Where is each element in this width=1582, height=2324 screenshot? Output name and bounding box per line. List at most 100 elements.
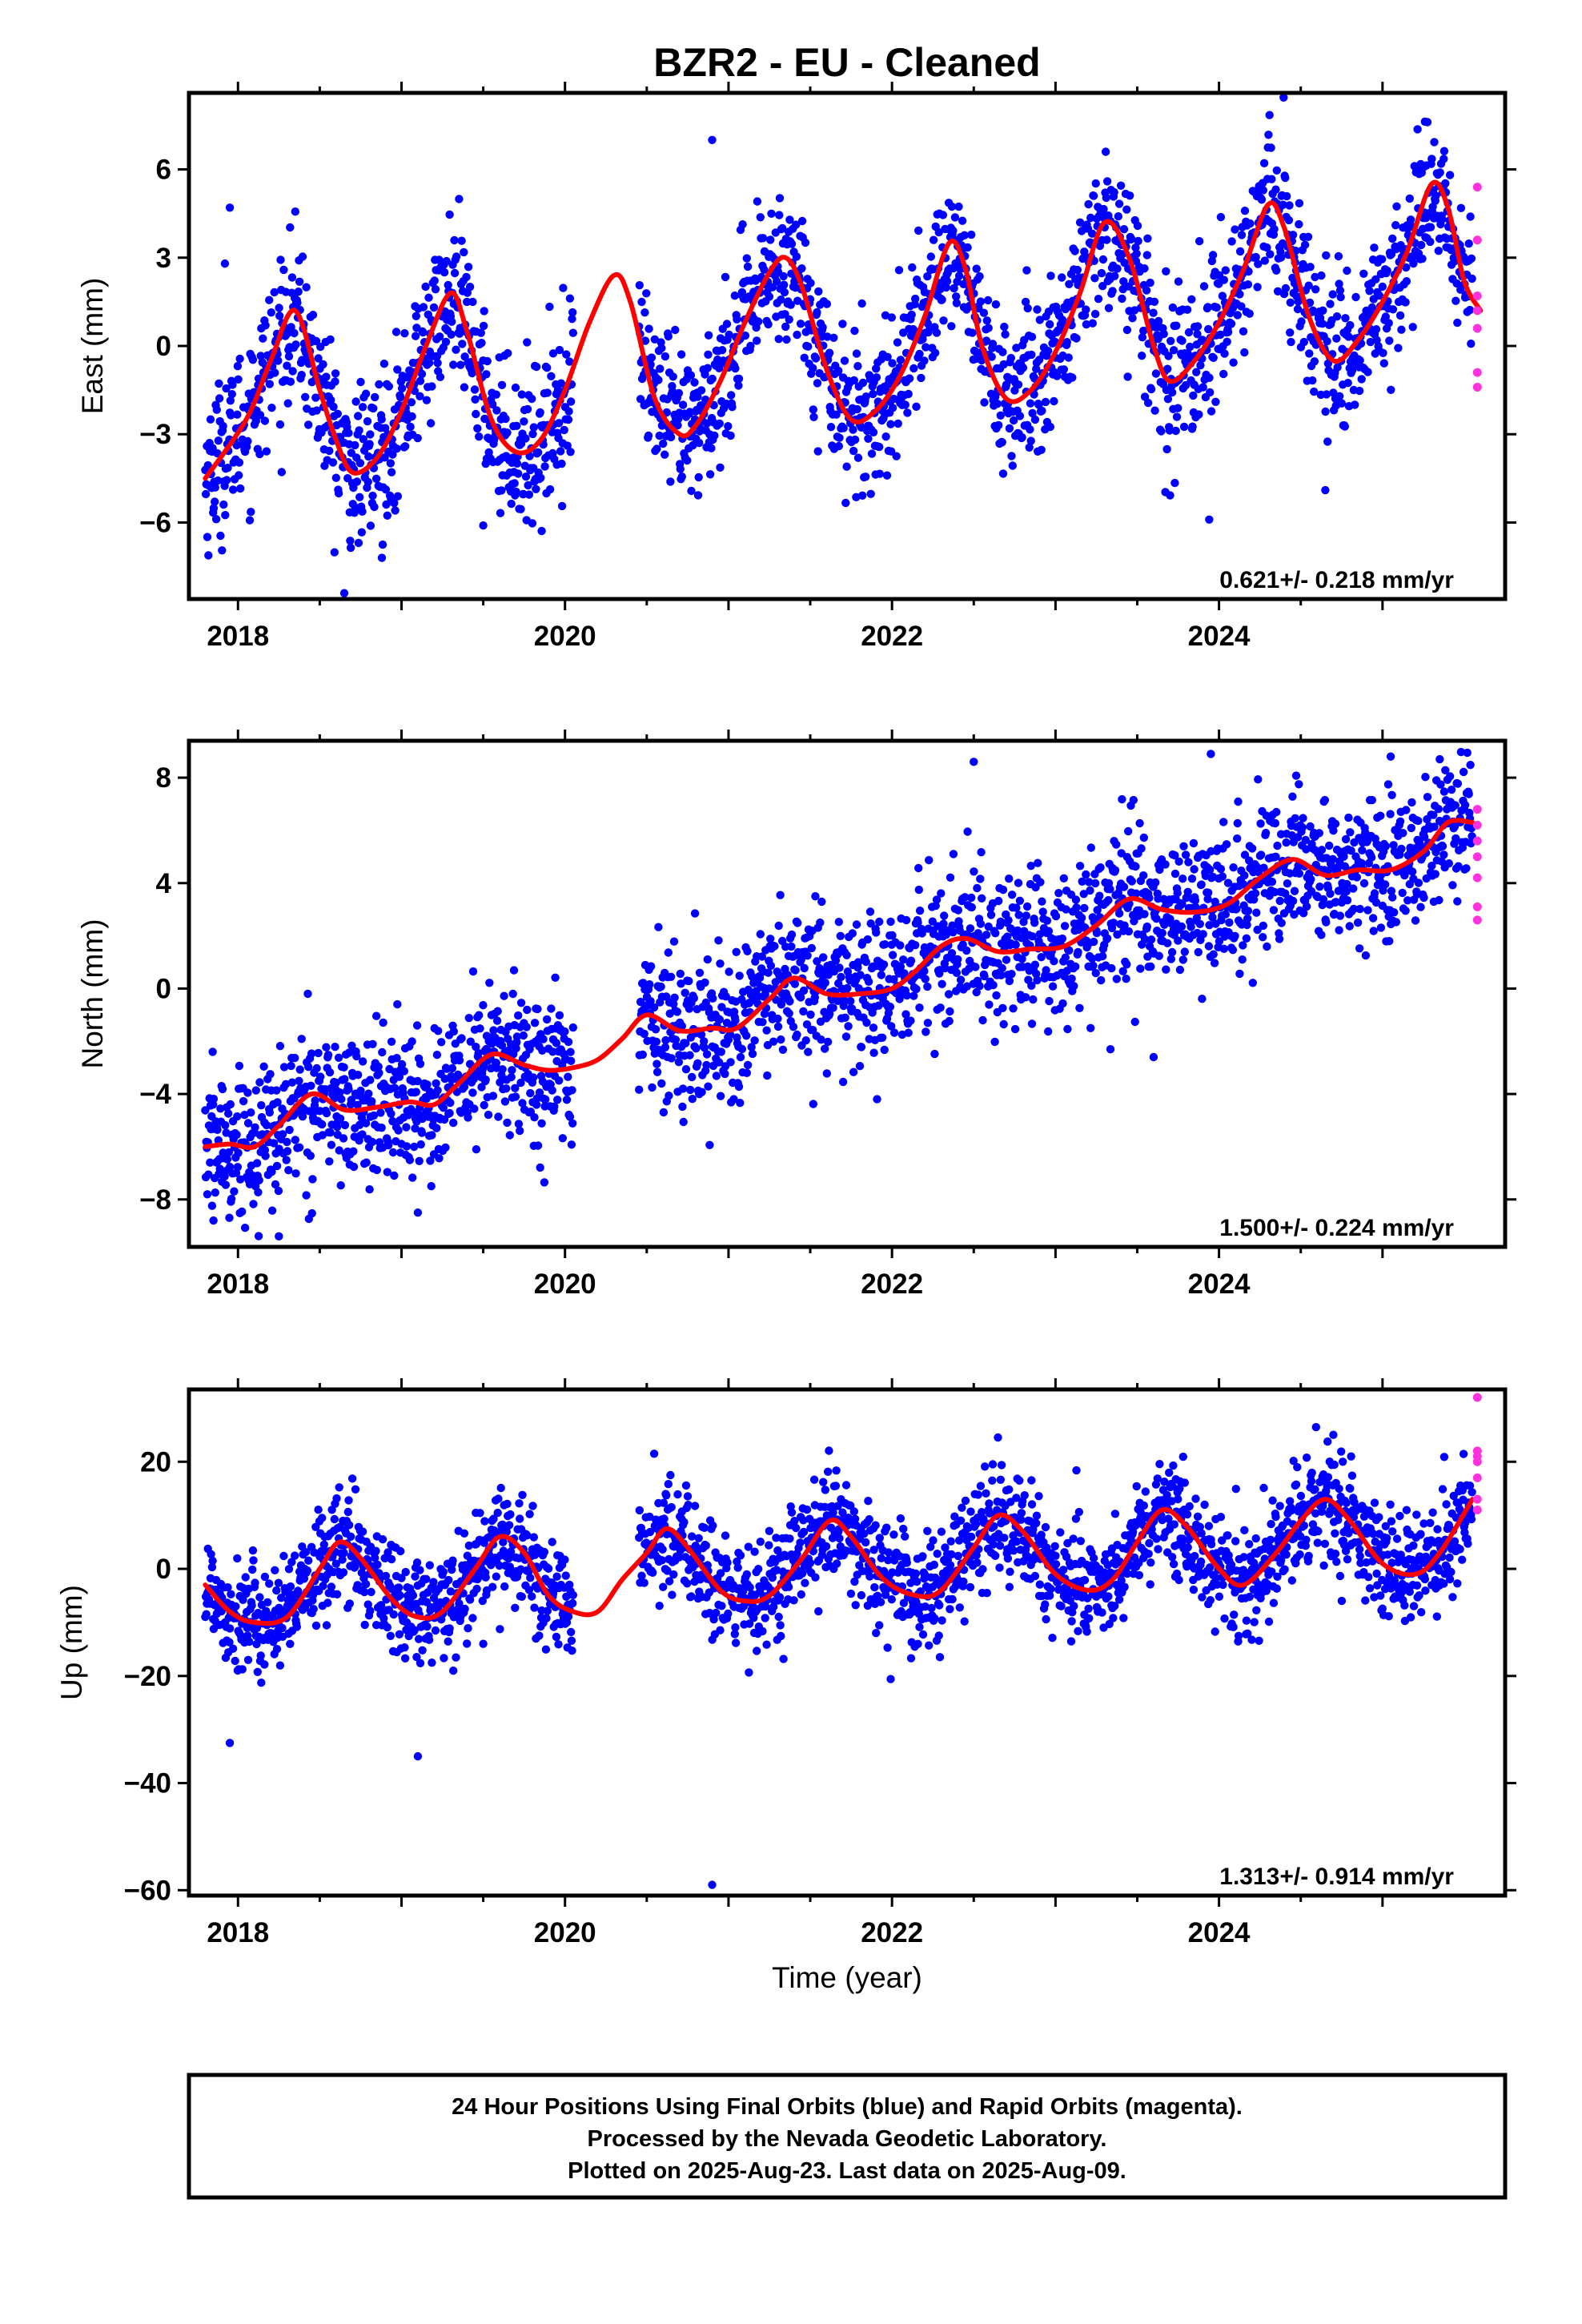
north-final-point: [1288, 896, 1298, 906]
north-final-point: [1146, 962, 1155, 971]
east-final-point: [1038, 406, 1046, 416]
north-final-point: [1387, 887, 1396, 895]
north-final-point: [807, 943, 816, 953]
east-final-point: [1379, 359, 1389, 368]
east-final-point: [528, 519, 537, 528]
east-final-point: [1026, 425, 1034, 434]
east-final-point: [1187, 295, 1196, 304]
east-final-point: [822, 300, 832, 308]
north-final-point: [952, 968, 962, 978]
east-final-point: [283, 329, 292, 338]
north-final-point: [1263, 942, 1271, 951]
east-final-point: [1188, 422, 1197, 431]
east-final-point: [1435, 168, 1444, 177]
east-final-point: [677, 350, 686, 359]
north-final-point: [526, 1088, 535, 1098]
north-final-point: [1223, 879, 1233, 887]
north-final-point: [1033, 975, 1042, 985]
east-final-point: [1220, 349, 1229, 358]
east-final-point: [775, 194, 785, 203]
east-final-point: [869, 428, 878, 436]
north-final-point: [1112, 975, 1122, 983]
east-final-point: [838, 320, 847, 328]
east-final-point: [1413, 125, 1422, 134]
north-final-point: [695, 968, 705, 978]
north-final-point: [548, 1086, 556, 1095]
east-final-point: [797, 264, 806, 273]
east-final-point: [545, 485, 555, 494]
east-final-point: [1365, 287, 1374, 296]
east-final-point: [359, 435, 367, 444]
north-final-point: [669, 999, 678, 1008]
east-final-point: [635, 281, 644, 290]
north-final-point: [1398, 888, 1407, 898]
east-final-point: [1430, 138, 1439, 147]
east-final-point: [911, 294, 920, 304]
north-final-point: [939, 919, 948, 928]
north-final-point: [1385, 937, 1394, 946]
up-final-point: [332, 1494, 341, 1503]
north-final-point: [558, 1134, 567, 1143]
east-final-point: [203, 533, 212, 541]
north-final-point: [1439, 787, 1449, 796]
north-final-point: [223, 1155, 232, 1164]
north-final-point: [1452, 834, 1460, 843]
north-final-point: [1429, 810, 1438, 819]
north-final-point: [1086, 886, 1094, 895]
north-final-point: [516, 999, 526, 1007]
east-x-tick-label: 2022: [861, 621, 923, 652]
north-final-point: [1163, 939, 1172, 948]
east-final-point: [369, 404, 378, 413]
north-final-point: [1045, 996, 1054, 1006]
east-final-point: [734, 381, 743, 390]
east-final-point: [1146, 384, 1156, 394]
east-final-point: [442, 256, 451, 266]
north-outlier-point: [1207, 750, 1215, 758]
north-final-point: [755, 973, 765, 983]
up-final-point: [274, 1578, 283, 1587]
east-final-point: [219, 500, 228, 509]
north-y-tick-label: 0: [156, 973, 171, 1004]
north-final-point: [671, 1035, 681, 1044]
east-final-point: [829, 333, 838, 342]
east-final-point: [982, 336, 991, 345]
east-final-point: [255, 411, 265, 420]
north-final-point: [1009, 1004, 1018, 1013]
north-final-point: [339, 1063, 348, 1072]
north-final-point: [416, 1140, 425, 1149]
east-final-point: [215, 394, 224, 403]
north-final-point: [703, 955, 712, 964]
north-final-point: [661, 1035, 670, 1045]
north-final-point: [530, 1019, 540, 1027]
east-final-point: [1102, 193, 1111, 203]
east-final-point: [1138, 352, 1146, 360]
north-final-point: [514, 1011, 523, 1020]
north-final-point: [1259, 863, 1268, 872]
north-final-point: [207, 1201, 217, 1210]
east-final-point: [689, 440, 697, 450]
north-final-point: [664, 948, 673, 957]
north-final-point: [1015, 896, 1025, 906]
east-final-point: [914, 226, 923, 235]
north-final-point: [297, 1035, 306, 1043]
north-final-point: [998, 1003, 1007, 1013]
east-final-point: [565, 294, 575, 303]
east-final-point: [741, 331, 750, 340]
east-final-point: [726, 431, 735, 440]
east-final-point: [1341, 314, 1350, 323]
east-final-point: [1397, 325, 1406, 334]
east-final-point: [972, 264, 981, 273]
north-final-point: [529, 1073, 538, 1082]
east-final-point: [853, 453, 863, 462]
east-final-point: [464, 263, 473, 271]
east-final-point: [1142, 251, 1152, 259]
up-final-point: [301, 1547, 311, 1557]
east-final-point: [1174, 277, 1183, 286]
east-final-point: [1165, 426, 1174, 435]
north-final-point: [946, 1007, 954, 1016]
north-final-point: [702, 1050, 712, 1059]
east-final-point: [1150, 406, 1159, 415]
north-final-point: [1434, 805, 1443, 814]
north-final-point: [1044, 927, 1054, 935]
up-final-point: [286, 1639, 295, 1648]
